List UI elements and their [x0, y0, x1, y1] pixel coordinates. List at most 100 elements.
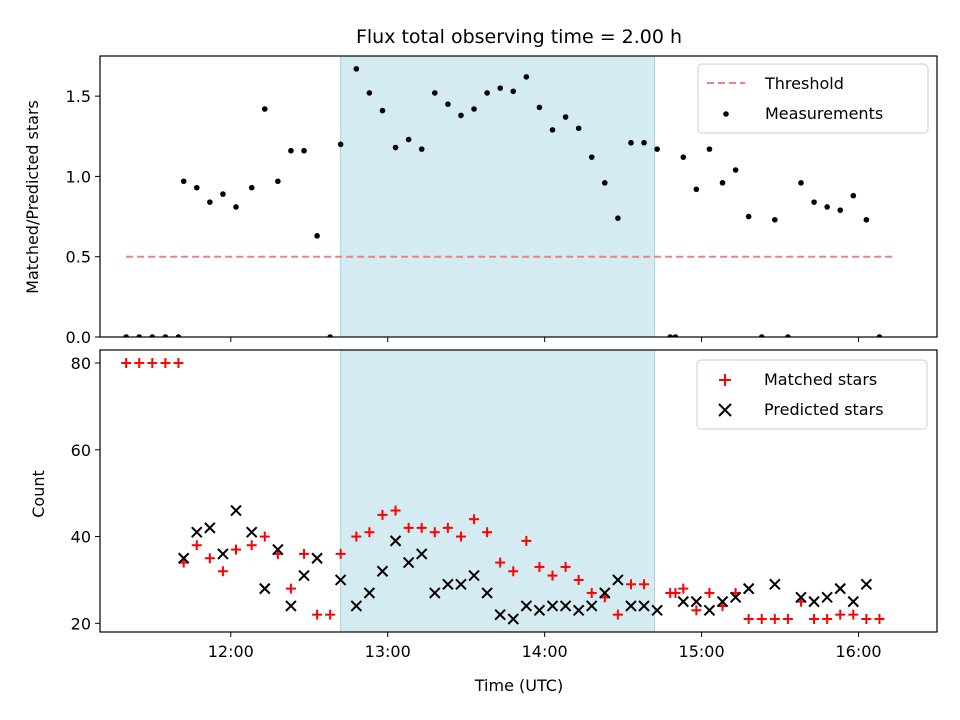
- matched-star-point: [259, 531, 270, 542]
- matched-star-point: [285, 583, 296, 594]
- matched-star-point: [416, 522, 427, 533]
- measurement-point: [876, 334, 883, 337]
- x-tick-label: 14:00: [522, 642, 568, 661]
- measurement-point: [337, 141, 344, 148]
- matched-star-point: [743, 613, 754, 624]
- measurement-point: [628, 139, 634, 146]
- measurement-point: [327, 334, 333, 337]
- measurement-point: [288, 147, 294, 154]
- x-tick-label: 15:00: [679, 642, 725, 661]
- predicted-star-point: [742, 582, 755, 595]
- matched-star-point: [670, 587, 681, 598]
- matched-star-point: [231, 544, 242, 555]
- measurement-point: [654, 146, 660, 152]
- y-tick-label: 20: [71, 614, 91, 633]
- observing-window-span: [340, 349, 656, 633]
- measurement-point: [549, 127, 556, 133]
- matched-star-point: [678, 583, 689, 594]
- measurement-point: [719, 180, 726, 186]
- measurement-point: [445, 101, 451, 107]
- measurement-point: [458, 112, 464, 119]
- predicted-star-point: [442, 578, 454, 590]
- matched-star-point: [299, 548, 310, 559]
- matched-star-point: [121, 358, 132, 369]
- predicted-star-point: [821, 591, 833, 603]
- predicted-star-point: [245, 526, 258, 538]
- measurement-point: [562, 114, 569, 120]
- matched-star-point: [147, 358, 158, 369]
- measurement-point: [497, 85, 503, 91]
- x-tick-label: 12:00: [208, 642, 254, 661]
- measurement-point: [123, 334, 129, 337]
- bottom-panel-counts: 20 40 60 80 12:00 13:00 14:00 15:00 16:00 Matched…: [71, 349, 938, 661]
- legend-label: Matched stars: [764, 370, 877, 389]
- measurement-point: [149, 334, 156, 337]
- predicted-star-point: [690, 595, 703, 608]
- measurement-point: [180, 178, 187, 185]
- measurement-point: [233, 204, 239, 210]
- matched-star-point: [442, 522, 453, 533]
- predicted-star-point: [677, 595, 689, 608]
- measurement-point: [379, 107, 386, 114]
- measurement-point: [602, 180, 608, 186]
- legend-measurement-swatch: [723, 111, 729, 117]
- predicted-star-point: [703, 604, 716, 617]
- measurement-point: [484, 90, 490, 96]
- legend-predicted-swatch: [718, 403, 732, 417]
- measurement-point: [314, 233, 320, 239]
- measurement-point: [863, 216, 870, 223]
- y-tick-label: 80: [71, 354, 91, 373]
- predicted-star-point: [230, 504, 242, 517]
- matched-star-point: [835, 609, 846, 620]
- predicted-star-point: [586, 600, 598, 612]
- matched-star-point: [586, 587, 597, 598]
- measurement-point: [207, 199, 213, 205]
- measurement-point: [615, 215, 621, 221]
- predicted-star-point: [259, 582, 271, 595]
- matched-star-point: [335, 548, 346, 559]
- predicted-star-point: [507, 613, 519, 625]
- predicted-star-point: [795, 591, 807, 603]
- predicted-star-point: [769, 578, 781, 590]
- matched-star-point: [625, 579, 636, 590]
- matched-star-point: [809, 613, 820, 624]
- axes-frame: [99, 349, 938, 633]
- predicted-star-point: [311, 552, 323, 564]
- matched-star-point: [173, 358, 184, 369]
- matched-star-point: [769, 613, 780, 624]
- matched-star-point: [547, 570, 558, 581]
- matched-star-point: [325, 609, 336, 620]
- measurement-point: [175, 334, 182, 337]
- predicted-star-point: [402, 556, 415, 569]
- measurement-point: [588, 154, 595, 160]
- matched-star-point: [508, 566, 519, 577]
- measurement-point: [811, 199, 817, 205]
- measurement-point: [405, 136, 412, 143]
- legend-box: [696, 359, 928, 430]
- predicted-star-point: [177, 552, 190, 564]
- measurement-point: [641, 139, 647, 146]
- axes-frame: [99, 55, 938, 338]
- measurement-point: [693, 186, 700, 193]
- measurement-point: [275, 178, 281, 185]
- measurement-point: [353, 66, 360, 72]
- matched-star-point: [217, 566, 228, 577]
- matched-star-point: [691, 605, 702, 616]
- predicted-star-point: [638, 600, 650, 612]
- predicted-star-point: [429, 587, 441, 599]
- measurement-point: [418, 146, 425, 152]
- matched-star-point: [612, 609, 623, 620]
- measurement-point: [850, 192, 857, 199]
- matched-star-point: [469, 514, 480, 525]
- y-tick-label: 0.5: [66, 248, 91, 267]
- legend-label: Predicted stars: [764, 400, 884, 419]
- predicted-star-point: [546, 600, 559, 612]
- predicted-star-point: [389, 535, 402, 547]
- measurement-point: [798, 180, 804, 186]
- predicted-star-point: [533, 604, 546, 617]
- y-tick-label: 1.5: [66, 87, 91, 106]
- predicted-star-point: [716, 595, 729, 608]
- measurement-point: [575, 125, 582, 132]
- matched-star-point: [390, 505, 401, 516]
